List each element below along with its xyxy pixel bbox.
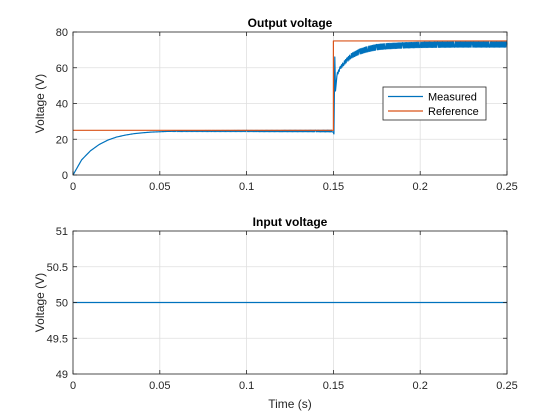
output-voltage-y-tick-label-1: 20 (56, 134, 68, 146)
input-voltage-y-axis-label: Voltage (V) (33, 273, 47, 332)
output-voltage-ticks: 0 0.05 0.1 0.15 0.2 0.25 0 20 40 60 80 (56, 27, 518, 193)
output-voltage-y-tick-label-0: 0 (62, 170, 68, 182)
input-voltage-x-tick-label-5: 0.25 (496, 380, 517, 392)
output-voltage-title: Output voltage (248, 16, 333, 30)
output-voltage-plot: 0 0.05 0.1 0.15 0.2 0.25 0 20 40 60 80 Output volt… (33, 16, 518, 193)
input-voltage-x-axis-label: Time (s) (268, 397, 312, 411)
input-voltage-ticks: 0 0.05 0.1 0.15 0.2 0.25 49 49.5 50 50.5 51 (47, 226, 518, 392)
output-voltage-series (72, 40, 508, 176)
legend-label-measured: Measured (428, 92, 477, 104)
output-voltage-x-tick-label-4: 0.2 (413, 181, 428, 193)
output-voltage-y-axis-label: Voltage (V) (33, 74, 47, 133)
input-voltage-title: Input voltage (253, 215, 328, 229)
input-voltage-x-tick-label-4: 0.2 (413, 380, 428, 392)
input-voltage-y-tick-label-0: 49 (56, 369, 68, 381)
input-voltage-plot: 0 0.05 0.1 0.15 0.2 0.25 49 49.5 50 50.5 51 Input … (33, 215, 518, 411)
output-voltage-series-reference (73, 40, 507, 131)
input-voltage-x-tick-label-2: 0.1 (239, 380, 254, 392)
input-voltage-y-tick-label-3: 50.5 (47, 262, 68, 274)
legend-label-reference: Reference (428, 106, 479, 118)
input-voltage-y-tick-label-4: 51 (56, 226, 68, 238)
legend-box (382, 86, 487, 121)
output-voltage-y-tick-label-2: 40 (56, 99, 68, 111)
input-voltage-y-tick-label-1: 49.5 (47, 333, 68, 345)
output-voltage-x-tick-label-2: 0.1 (239, 181, 254, 193)
output-voltage-x-tick-label-5: 0.25 (496, 181, 517, 193)
input-voltage-x-tick-label-1: 0.05 (149, 380, 170, 392)
input-voltage-x-tick-label-0: 0 (70, 380, 76, 392)
output-voltage-legend: Measured Reference (382, 86, 487, 121)
output-voltage-x-tick-label-3: 0.15 (323, 181, 344, 193)
output-voltage-x-tick-label-0: 0 (70, 181, 76, 193)
output-voltage-y-tick-label-4: 80 (56, 27, 68, 39)
input-voltage-y-tick-label-2: 50 (56, 298, 68, 310)
input-voltage-x-tick-label-3: 0.15 (323, 380, 344, 392)
output-voltage-y-tick-label-3: 60 (56, 63, 68, 75)
output-voltage-x-tick-label-1: 0.05 (149, 181, 170, 193)
